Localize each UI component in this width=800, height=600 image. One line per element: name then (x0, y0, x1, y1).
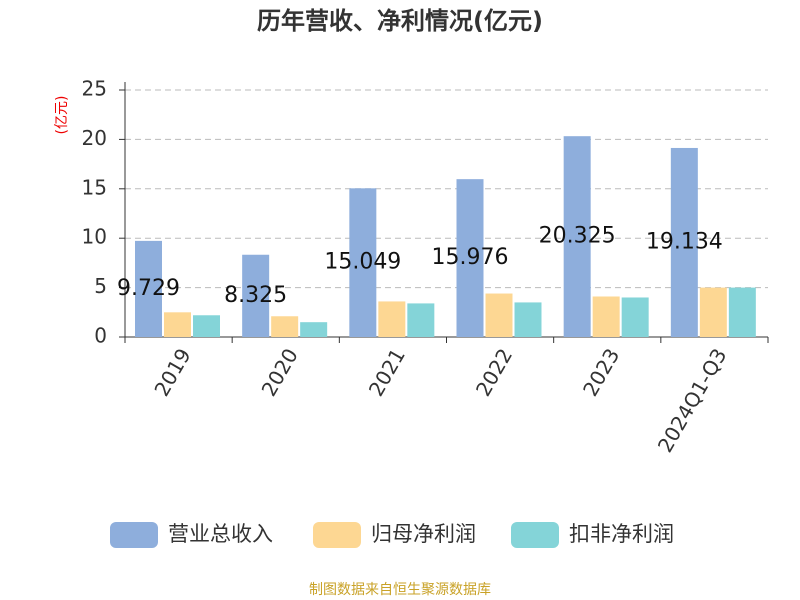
bar (300, 322, 328, 337)
bar (349, 188, 377, 337)
data-label: 20.325 (539, 224, 616, 249)
legend-label: 扣非净利润 (569, 522, 674, 546)
data-label: 15.976 (432, 245, 509, 270)
data-label: 15.049 (324, 250, 401, 275)
source-note: 制图数据来自恒生聚源数据库 (309, 582, 491, 598)
bar (514, 302, 542, 337)
y-axis-label: (亿元) (54, 96, 70, 135)
x-tick-label: 2021 (364, 344, 410, 400)
legend-label: 归母净利润 (371, 522, 476, 546)
y-tick-label: 25 (82, 77, 107, 101)
bar (485, 293, 513, 337)
bar (456, 179, 484, 337)
y-tick-label: 15 (82, 175, 107, 199)
y-tick-label: 20 (82, 126, 107, 150)
legend-swatch (313, 522, 361, 548)
bar (621, 297, 649, 337)
chart-title: 历年营收、净利情况(亿元) (257, 7, 543, 35)
y-tick-label: 0 (94, 324, 107, 348)
bar (592, 296, 620, 337)
data-label: 8.325 (224, 283, 287, 308)
legend-label: 营业总收入 (168, 522, 273, 546)
bar (407, 303, 435, 337)
x-tick-label: 2022 (471, 344, 517, 400)
bar (699, 287, 727, 337)
y-tick-label: 10 (82, 225, 107, 249)
bar (728, 287, 756, 337)
x-tick-label: 2023 (578, 344, 624, 400)
bar (378, 301, 406, 337)
bar (670, 147, 698, 337)
y-tick-label: 5 (94, 274, 107, 298)
data-label: 9.729 (117, 276, 180, 301)
legend-swatch (110, 522, 158, 548)
bar (164, 312, 191, 337)
bar (135, 240, 162, 337)
data-label: 19.134 (646, 229, 723, 254)
bar (242, 254, 270, 337)
legend-swatch (511, 522, 559, 548)
x-tick-label: 2019 (149, 344, 195, 400)
x-tick-label: 2020 (257, 344, 303, 400)
x-tick-label: 2024Q1-Q3 (653, 344, 732, 456)
bar (563, 136, 591, 337)
bar (193, 315, 220, 337)
bar (271, 316, 299, 337)
